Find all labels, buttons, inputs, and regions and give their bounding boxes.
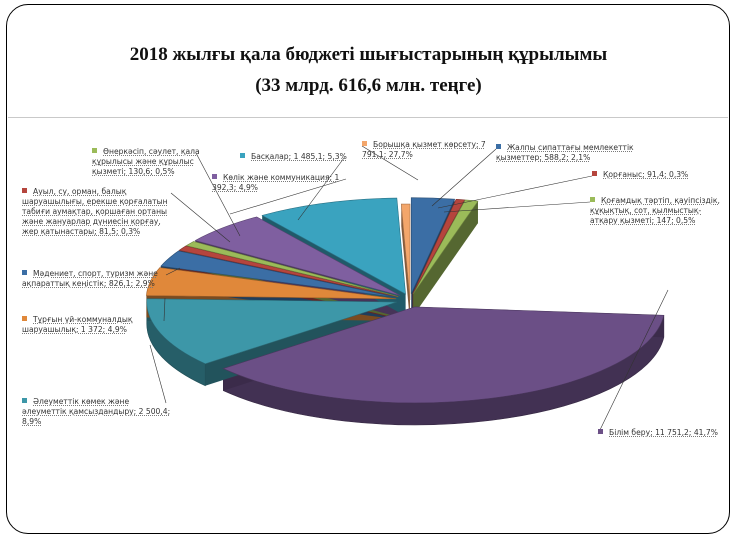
leader-line-aleumettik	[149, 344, 167, 404]
data-label-text-kogamdyk: Қоғамдық тәртіп, қауіпсіздік, құқықтық, …	[590, 196, 720, 225]
data-label-madeniet: Мәдениет, спорт, туризм және ақпараттық …	[22, 269, 172, 289]
data-label-baskalar: Басқалар; 1 485,1; 5,3%	[240, 152, 350, 162]
legend-swatch-auyl	[22, 188, 27, 193]
chart-subtitle: (33 млрд. 616,6 млн. теңге)	[255, 75, 482, 96]
leader-line-onerkasip	[195, 152, 241, 237]
pie-top-layer	[146, 197, 665, 404]
leader-line-madeniet	[165, 267, 181, 276]
legend-swatch-madeniet	[22, 270, 27, 275]
data-label-text-kolik: Көлік және коммуникация; 1 392,3; 4,9%	[212, 173, 340, 192]
leader-line-baskalar	[297, 157, 345, 221]
legend-swatch-aleumettik	[22, 398, 27, 403]
pie-cut-borysh-0	[401, 204, 410, 322]
data-label-text-korganys: Қорғаныс; 91,4; 0,3%	[603, 170, 689, 179]
data-label-bilim: Білім беру; 11 751,2; 41,7%	[598, 428, 737, 438]
legend-swatch-korganys	[592, 171, 597, 176]
title-divider	[8, 117, 728, 118]
data-label-text-onerkasip: Өнеркәсіп, сәулет, қала құрылысы және құ…	[92, 147, 200, 176]
data-label-korganys: Қорғаныс; 91,4; 0,3%	[592, 170, 702, 180]
legend-swatch-turgyn	[22, 316, 27, 321]
data-label-aleumettik: Әлеуметтік көмек және әлеуметтік қамсызд…	[22, 397, 172, 427]
legend-swatch-zhalpy	[496, 144, 501, 149]
legend-swatch-bilim	[598, 429, 603, 434]
legend-swatch-kolik	[212, 174, 217, 179]
leader-line-korganys	[437, 175, 593, 209]
legend-swatch-baskalar	[240, 153, 245, 158]
leader-line-turgyn	[163, 297, 166, 322]
pie-slice-borysh	[400, 203, 411, 301]
pie-slice-bilim	[222, 306, 665, 404]
pie-slice-baskalar	[261, 197, 406, 295]
data-label-text-auyl: Ауыл, су, орман, балық шаруашылығы, ерек…	[22, 187, 168, 236]
leader-line-zhalpy	[431, 148, 497, 207]
data-label-text-turgyn: Тұрғын үй-коммуналдық шаруашылық; 1 372;…	[22, 315, 133, 334]
pie-slice-onerkasip	[185, 241, 399, 297]
data-label-onerkasip: Өнеркәсіп, сәулет, қала құрылысы және құ…	[92, 147, 202, 177]
slide-frame	[6, 4, 730, 534]
data-label-text-zhalpy: Жалпы сипаттағы мемлекеттік қызметтер; 5…	[496, 143, 634, 162]
pie-slice-auyl	[178, 245, 399, 298]
leader-line-kogamdyk	[443, 201, 591, 213]
data-label-zhalpy: Жалпы сипаттағы мемлекеттік қызметтер; 5…	[496, 143, 636, 163]
pie-slice-kolik	[194, 216, 401, 296]
leader-line-auyl	[170, 192, 231, 243]
leader-line-kolik	[229, 178, 347, 215]
data-label-text-madeniet: Мәдениет, спорт, туризм және ақпараттық …	[22, 269, 158, 288]
data-label-turgyn: Тұрғын үй-коммуналдық шаруашылық; 1 372;…	[22, 315, 170, 335]
pie-slice-zhalpy	[410, 197, 456, 294]
pie-slice-turgyn	[146, 267, 397, 300]
legend-swatch-kogamdyk	[590, 197, 595, 202]
pie-cut-kogamdyk-1	[413, 201, 478, 316]
leader-line-borysh	[361, 145, 419, 181]
legend-swatch-borysh	[362, 141, 367, 146]
data-label-auyl: Ауыл, су, орман, балық шаруашылығы, ерек…	[22, 187, 177, 237]
pie-slice-korganys	[412, 198, 466, 294]
data-label-kogamdyk: Қоғамдық тәртіп, қауіпсіздік, құқықтық, …	[590, 196, 720, 226]
pie-slice-aleumettik	[146, 298, 397, 365]
data-label-text-borysh: Борышқа қызмет көрсету; 7 791,1; 27,7%	[362, 140, 486, 159]
legend-swatch-onerkasip	[92, 148, 97, 153]
chart-title: 2018 жылғы қала бюджеті шығыстарының құр…	[129, 44, 608, 65]
data-label-borysh: Борышқа қызмет көрсету; 7 791,1; 27,7%	[362, 140, 487, 160]
pie-slice-madeniet	[160, 250, 398, 298]
data-label-text-baskalar: Басқалар; 1 485,1; 5,3%	[251, 152, 347, 161]
leader-line-bilim	[597, 289, 669, 435]
data-label-text-aleumettik: Әлеуметтік көмек және әлеуметтік қамсызд…	[22, 397, 171, 426]
leader-lines	[149, 145, 669, 435]
data-label-text-bilim: Білім беру; 11 751,2; 41,7%	[609, 428, 718, 437]
pie-slice-kogamdyk	[413, 199, 479, 295]
data-label-kolik: Көлік және коммуникация; 1 392,3; 4,9%	[212, 173, 352, 193]
